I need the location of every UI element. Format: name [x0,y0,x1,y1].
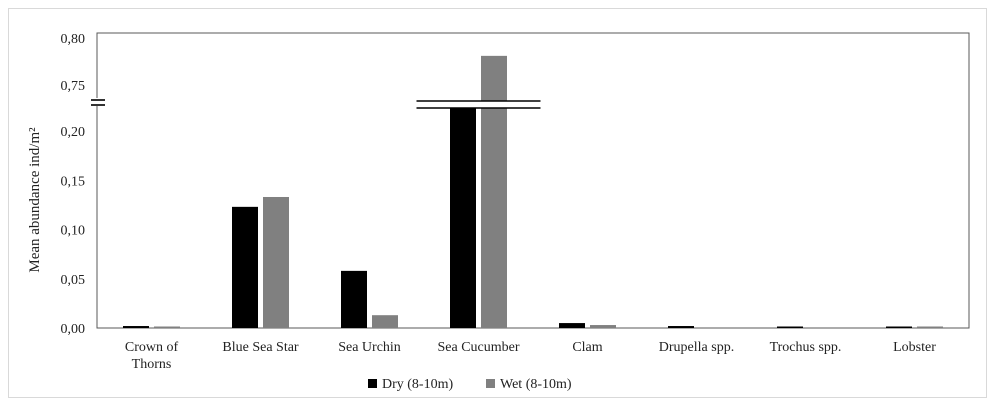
bar [886,326,912,328]
y-tick-label: 0,75 [61,79,86,94]
bar [341,270,367,328]
bar [123,326,149,328]
bar-break-gap [416,101,541,108]
bar [590,325,616,328]
legend-swatch [368,379,377,388]
category-label: Drupella spp. [659,340,734,355]
bar [450,108,476,328]
legend: Dry (8-10m) Wet (8-10m) [368,377,572,392]
bar [917,326,943,328]
y-ticks: 0,00 0,05 0,10 0,15 0,20 0,75 0,80 [61,32,86,337]
axis-break-gap [91,98,105,106]
bar [481,55,507,329]
category-label: Clam [572,340,602,355]
bar [668,326,694,328]
category-labels: Crown of Thorns Blue Sea Star Sea Urchin Sea… [125,340,936,372]
legend-label: Wet (8-10m) [500,377,572,392]
y-axis-label: Mean abundance ind/m² [27,127,43,273]
bar [154,326,180,328]
category-label: Crown of [125,340,179,355]
legend-swatch [486,379,495,388]
bar [372,315,398,328]
bar [777,326,803,328]
category-label: Sea Cucumber [437,340,519,355]
category-label: Trochus spp. [770,340,842,355]
category-label: Thorns [132,357,172,372]
axis-breaks [91,98,541,109]
plot-area [96,32,970,329]
legend-label: Dry (8-10m) [382,377,453,392]
category-label: Blue Sea Star [222,340,299,355]
bar [232,206,258,328]
y-tick-label: 0,80 [61,32,86,47]
category-label: Lobster [893,340,936,355]
category-label: Sea Urchin [338,340,401,355]
y-tick-label: 0,15 [61,174,86,189]
y-tick-label: 0,00 [61,322,86,337]
bar [263,196,289,328]
y-tick-label: 0,05 [61,273,86,288]
bars [123,55,943,329]
y-tick-label: 0,10 [61,224,86,239]
bar [559,323,585,328]
y-tick-label: 0,20 [61,125,86,140]
